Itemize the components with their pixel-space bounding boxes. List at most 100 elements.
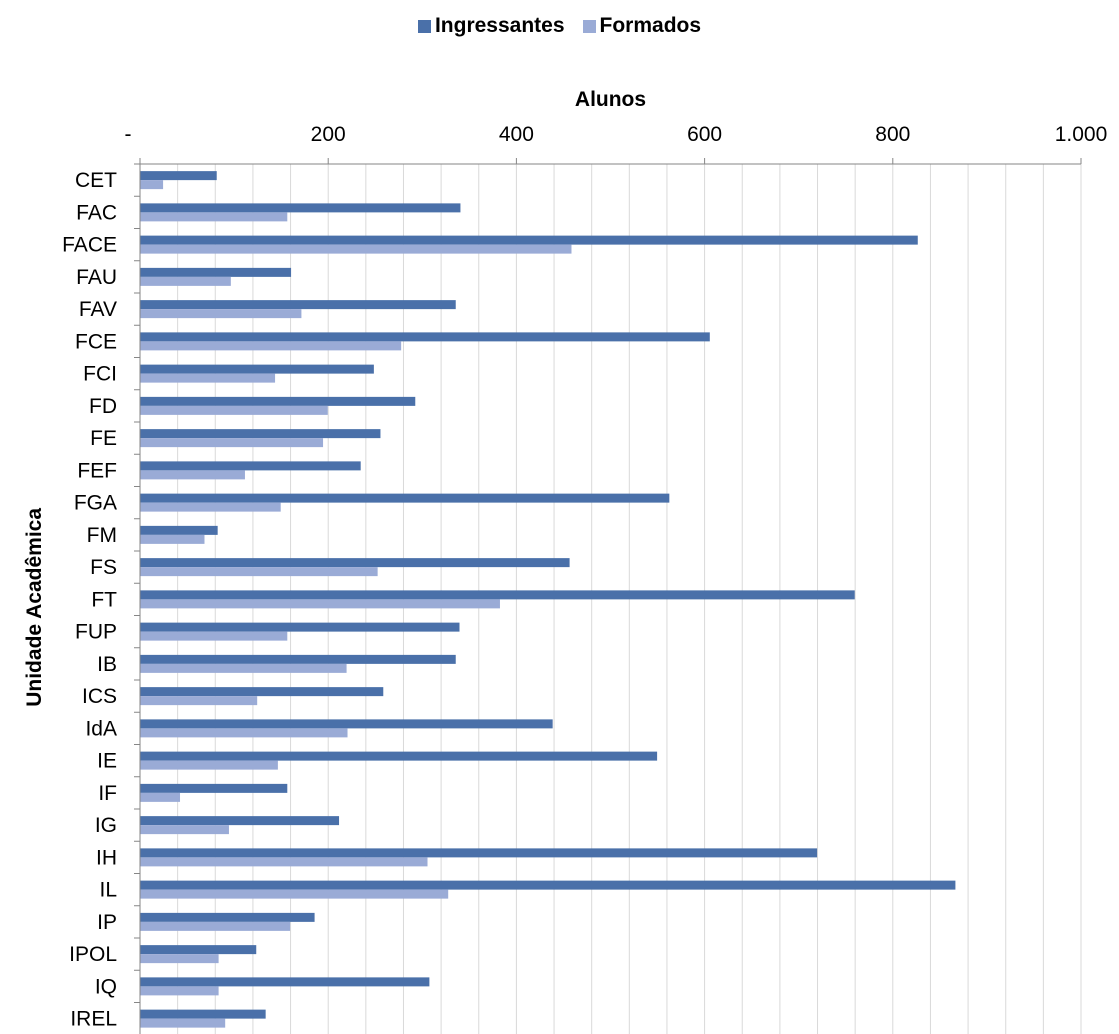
- bar-ingressantes-fga: [140, 493, 670, 503]
- bar-formados-face: [140, 244, 572, 254]
- labels: - 200 400 600 800 1.000 Alunos Unidade Acadêmic…: [23, 88, 1107, 1031]
- bar-ingressantes-fe: [140, 429, 381, 439]
- bar-formados-fau: [140, 276, 231, 286]
- category-label: IF: [98, 782, 117, 805]
- bar-ingressantes-iq: [140, 977, 430, 987]
- bar-formados-irel: [140, 1018, 226, 1028]
- x-tick-label: 200: [311, 123, 346, 146]
- bar-formados-if: [140, 792, 181, 802]
- bar-formados-ig: [140, 825, 229, 835]
- bar-formados-fup: [140, 631, 288, 641]
- axes: [134, 158, 1082, 1034]
- category-label: IQ: [95, 975, 117, 998]
- bar-ingressantes-ft: [140, 590, 855, 600]
- bar-formados-fd: [140, 405, 328, 415]
- bar-ingressantes-fau: [140, 267, 292, 277]
- bar-ingressantes-fac: [140, 203, 461, 213]
- bar-formados-ib: [140, 663, 347, 673]
- category-label: FGA: [74, 492, 117, 515]
- category-label: IB: [97, 653, 117, 676]
- bar-ingressantes-ih: [140, 848, 818, 858]
- category-label: IPOL: [69, 943, 117, 966]
- legend-item-formados: Formados: [582, 14, 702, 38]
- legend-item-ingressantes: Ingressantes: [417, 14, 565, 38]
- bar-ingressantes-fci: [140, 364, 374, 374]
- bar-ingressantes-ics: [140, 687, 384, 697]
- bar-ingressantes-fd: [140, 396, 416, 406]
- category-label: ICS: [82, 685, 117, 708]
- bar-formados-fci: [140, 373, 276, 383]
- category-label: FEF: [77, 459, 117, 482]
- bar-formados-ih: [140, 857, 428, 867]
- bar-formados-fm: [140, 534, 205, 544]
- category-label: CET: [75, 169, 117, 192]
- bar-ingressantes-fce: [140, 332, 710, 342]
- bar-formados-ics: [140, 696, 258, 706]
- bar-ingressantes-ib: [140, 654, 456, 664]
- bar-ingressantes-ip: [140, 912, 315, 922]
- bar-formados-ip: [140, 921, 291, 931]
- bar-formados-fs: [140, 567, 378, 577]
- category-label: IREL: [70, 1008, 117, 1031]
- category-label: FS: [90, 556, 117, 579]
- bar-formados-cet: [140, 180, 164, 190]
- legend-label-formados: Formados: [599, 14, 702, 37]
- category-label: IG: [95, 814, 117, 837]
- bar-ingressantes-face: [140, 235, 918, 245]
- category-label: FUP: [75, 621, 117, 644]
- bar-formados-ipol: [140, 954, 219, 964]
- bar-formados-fav: [140, 309, 302, 319]
- category-label: IH: [96, 846, 117, 869]
- category-label: FCE: [75, 330, 117, 353]
- legend-swatch-ingressantes: [417, 19, 431, 33]
- bar-ingressantes-fef: [140, 461, 361, 471]
- bar-ingressantes-ie: [140, 751, 658, 761]
- bar-formados-ie: [140, 760, 278, 770]
- bar-formados-fga: [140, 502, 281, 512]
- x-tick-label: 1.000: [1055, 123, 1108, 146]
- bar-formados-iq: [140, 986, 219, 996]
- category-label: FAU: [76, 266, 117, 289]
- x-tick-label: 400: [499, 123, 534, 146]
- bar-ingressantes-fup: [140, 622, 460, 632]
- bars: [140, 171, 956, 1028]
- bar-formados-il: [140, 889, 449, 899]
- category-label: FAC: [76, 201, 117, 224]
- category-label: IP: [97, 911, 117, 934]
- category-label: FCI: [83, 363, 117, 386]
- category-label: FT: [91, 588, 117, 611]
- x-tick-label: -: [125, 123, 132, 146]
- category-label: FD: [89, 395, 117, 418]
- category-label: IE: [97, 750, 117, 773]
- x-axis-title: Alunos: [575, 88, 646, 111]
- bar-formados-fce: [140, 341, 402, 351]
- x-tick-label: 800: [875, 123, 910, 146]
- bar-ingressantes-cet: [140, 171, 217, 181]
- legend-label-ingressantes: Ingressantes: [434, 14, 565, 37]
- legend: Ingressantes Formados: [0, 14, 1119, 38]
- bar-formados-fef: [140, 470, 245, 480]
- bar-ingressantes-fav: [140, 300, 456, 310]
- category-label: FAV: [79, 298, 117, 321]
- x-tick-label: 600: [687, 123, 722, 146]
- bar-formados-fe: [140, 438, 324, 448]
- bar-ingressantes-ig: [140, 816, 340, 826]
- bar-formados-fac: [140, 212, 288, 222]
- category-label: IL: [99, 879, 117, 902]
- bar-formados-ida: [140, 728, 348, 738]
- bar-ingressantes-il: [140, 880, 956, 890]
- y-axis-title: Unidade Acadêmica: [23, 508, 46, 707]
- bar-ingressantes-ida: [140, 719, 553, 729]
- bar-ingressantes-irel: [140, 1009, 266, 1019]
- bar-formados-ft: [140, 599, 500, 609]
- bar-ingressantes-fs: [140, 558, 570, 568]
- category-label: IdA: [85, 717, 117, 740]
- category-label: FM: [87, 524, 117, 547]
- legend-swatch-formados: [582, 19, 596, 33]
- bar-ingressantes-fm: [140, 525, 218, 535]
- category-label: FACE: [62, 234, 117, 257]
- category-label: FE: [90, 427, 117, 450]
- bar-ingressantes-ipol: [140, 945, 257, 955]
- bar-ingressantes-if: [140, 783, 288, 793]
